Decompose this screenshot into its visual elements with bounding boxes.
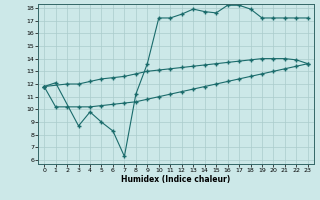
- X-axis label: Humidex (Indice chaleur): Humidex (Indice chaleur): [121, 175, 231, 184]
